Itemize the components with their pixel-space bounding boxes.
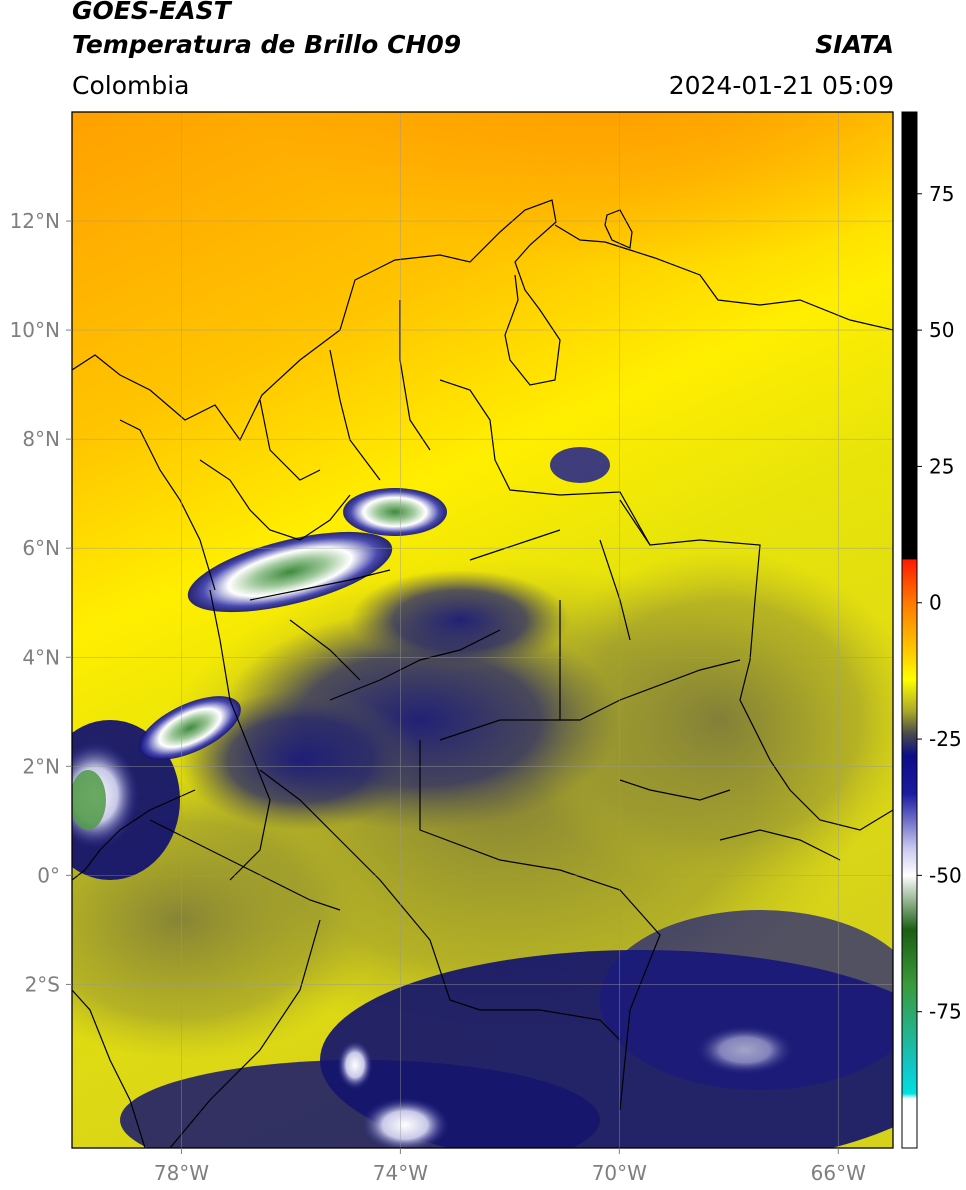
lat-tick-label: 2°N xyxy=(22,754,60,778)
lon-tick-label: 78°W xyxy=(154,1161,209,1185)
satellite-title: GOES-EAST xyxy=(72,0,231,25)
colorbar-tick-label: -50 xyxy=(929,863,962,887)
region-label: Colombia xyxy=(72,71,190,100)
lat-tick-label: 8°N xyxy=(22,427,60,451)
lat-tick-label: 10°N xyxy=(10,318,60,342)
colorbar-tick-label: -25 xyxy=(929,727,962,751)
colorbar-ticks: 75 50 25 0 -25 -50 -75 xyxy=(917,182,962,1024)
lat-tick-label: 0° xyxy=(37,863,60,887)
lon-tick-label: 70°W xyxy=(592,1161,647,1185)
colorbar-tick-label: 0 xyxy=(929,591,942,615)
map-frame xyxy=(71,111,894,1149)
colorbar-tick-label: -75 xyxy=(929,1000,962,1024)
map-header: GOES-EAST Temperatura de Brillo CH09 Col… xyxy=(72,0,894,108)
latitude-ticks: 12°N 10°N 8°N 6°N 4°N 2°N 0° 2°S xyxy=(10,209,72,996)
lat-tick-label: 2°S xyxy=(25,972,60,996)
cold-cloud-regions xyxy=(72,447,893,1148)
coastlines-and-borders xyxy=(72,199,893,1148)
warm-region xyxy=(140,112,893,450)
source-label: SIATA xyxy=(815,30,894,59)
colorbar-tick-label: 25 xyxy=(929,454,954,478)
colorbar-scale xyxy=(902,112,917,1148)
lat-tick-label: 12°N xyxy=(10,209,60,233)
longitude-ticks: 78°W 74°W 70°W 66°W xyxy=(154,1148,866,1185)
lat-tick-label: 6°N xyxy=(22,536,60,560)
datetime-label: 2024-01-21 05:09 xyxy=(668,71,894,100)
colorbar-tick-label: 50 xyxy=(929,318,954,342)
product-title: Temperatura de Brillo CH09 xyxy=(72,30,462,59)
lon-tick-label: 74°W xyxy=(373,1161,428,1185)
colorbar: 75 50 25 0 -25 -50 -75 xyxy=(901,111,962,1149)
cold-cloud-tops xyxy=(72,488,795,1148)
colorbar-frame xyxy=(901,111,918,1149)
colorbar-tick-label: 75 xyxy=(929,182,954,206)
lon-tick-label: 66°W xyxy=(811,1161,866,1185)
lat-tick-label: 4°N xyxy=(22,645,60,669)
map-gridlines xyxy=(72,112,893,1148)
